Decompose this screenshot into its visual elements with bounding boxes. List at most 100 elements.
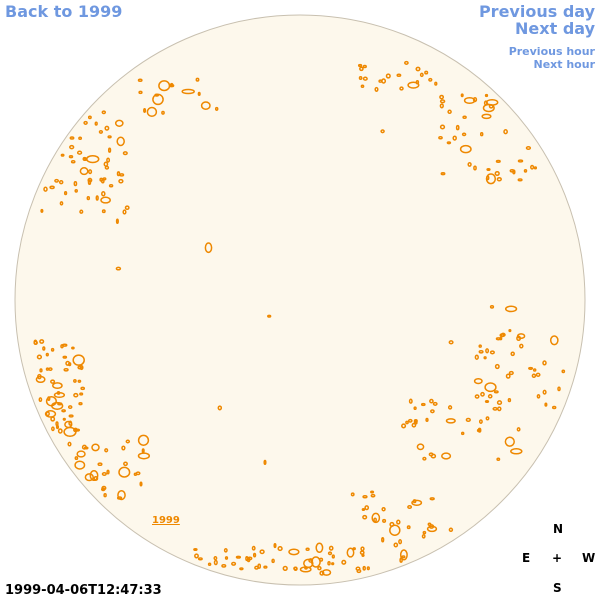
contour-mark [263,459,267,466]
contour-mark [536,393,541,399]
contour-mark [478,344,482,348]
previous-hour-link[interactable]: Previous hour [508,45,595,58]
contour-mark [381,536,385,543]
contour-mark [561,369,566,374]
contour-mark [373,517,377,523]
contour-mark [382,518,387,523]
next-hour-link[interactable]: Next hour [533,58,596,71]
contour-mark [122,209,127,215]
contour-mark [551,405,557,410]
contour-mark [45,367,50,371]
contour-mark [447,109,452,115]
contour-mark [331,554,335,559]
contour-mark [71,346,75,350]
contour-mark [489,305,495,309]
contour-mark [430,409,435,414]
contour-mark [101,472,107,476]
contour-mark [267,314,272,318]
contour-mark [104,125,110,131]
contour-mark [486,167,491,172]
contour-mark [517,178,523,182]
contour-mark [50,347,55,352]
contour-mark [504,436,515,447]
contour-mark [62,417,66,421]
contour-mark [73,392,79,398]
contour-mark [385,73,391,79]
contour-mark [117,489,126,501]
contour-mark [197,557,203,561]
contour-mark [73,180,78,187]
contour-mark [427,522,432,527]
contour-mark [480,391,485,397]
contour-mark [478,419,483,424]
contour-mark [462,115,467,119]
contour-mark [483,100,488,106]
contour-mark [67,405,73,410]
contour-mark [439,124,446,130]
contour-mark [95,195,99,201]
contour-mark [303,558,314,569]
contour-mark [481,113,492,120]
contour-mark [492,406,498,411]
compass-center: + [552,551,563,565]
contour-mark [76,450,86,458]
contour-mark [493,390,499,394]
back-to-year-link[interactable]: Back to 1999 [5,2,123,21]
contour-mark [474,354,479,360]
contour-mark [401,555,406,559]
contour-mark [82,157,88,162]
contour-mark [499,333,505,338]
contour-mark [61,409,66,413]
contour-mark [428,452,434,457]
contour-mark [473,377,483,385]
contour-mark [64,420,73,429]
contour-mark [507,397,512,403]
contour-mark [424,70,429,75]
contour-mark [428,524,435,529]
contour-mark [137,452,151,460]
contour-mark [221,564,227,568]
contour-mark [327,561,331,566]
contour-mark [542,389,547,395]
contour-mark [40,208,44,213]
contour-mark [321,569,332,576]
contour-mark [416,443,425,451]
contour-mark [495,159,501,164]
contour-mark [441,452,452,460]
contour-mark [516,427,521,432]
contour-mark [61,343,68,347]
contour-mark [399,557,403,563]
contour-mark [74,460,86,470]
contour-mark [119,173,125,177]
contour-mark [247,556,253,561]
contour-mark [413,420,418,425]
contour-mark [535,372,541,377]
contour-mark [448,340,454,345]
contour-mark [404,60,409,65]
contour-mark [62,355,68,359]
contour-mark [364,505,370,511]
contour-mark [123,461,128,467]
compass-north: N [553,522,564,536]
contour-mark [496,176,502,182]
contour-mark [356,569,362,574]
contour-mark [380,129,385,134]
contour-mark [439,94,445,100]
contour-mark [63,367,69,372]
next-day-link[interactable]: Next day [515,19,595,38]
contour-mark [49,185,55,190]
contour-mark [533,166,538,170]
contour-mark [421,533,426,539]
contour-mark [422,456,427,461]
year-link[interactable]: 1999 [152,515,180,526]
contour-mark [487,394,493,399]
contour-mark [463,96,476,105]
contour-mark [100,196,111,204]
contour-mark [434,81,438,86]
contour-mark [419,72,424,78]
contour-mark [528,366,534,370]
contour-mark [346,547,355,558]
previous-day-link[interactable]: Previous day [478,2,595,21]
contour-mark [101,209,106,214]
contour-mark [317,566,322,571]
